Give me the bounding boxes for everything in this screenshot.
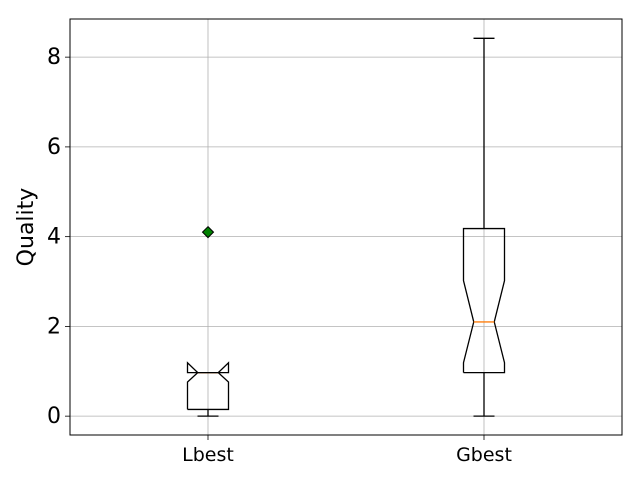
boxes (186, 37, 506, 417)
box-body (186, 361, 230, 411)
box-lbest (186, 225, 230, 417)
y-axis-label: Quality (14, 188, 39, 267)
box-gbest (462, 37, 506, 417)
x-tick-label: Lbest (182, 444, 234, 466)
y-tick-label: 4 (47, 225, 61, 250)
outlier-marker (201, 225, 215, 239)
box-body (462, 227, 506, 374)
y-tick-label: 6 (47, 135, 61, 160)
y-tick-label: 8 (47, 45, 61, 70)
y-tick-label: 0 (47, 404, 61, 429)
ticks: 0 2 4 6 8 Lbest Gbest (47, 45, 512, 466)
grid-lines (70, 19, 622, 435)
x-tick-label: Gbest (456, 444, 512, 466)
plot-frame (69, 18, 623, 436)
y-tick-label: 2 (47, 314, 61, 339)
